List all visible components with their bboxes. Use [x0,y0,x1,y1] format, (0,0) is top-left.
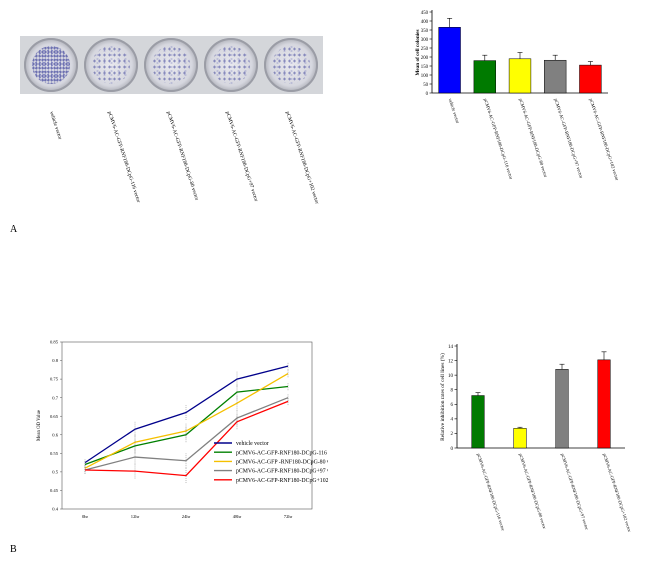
series-line [84,365,289,464]
x-category-label: pCMV6-AC-GFP-RNF180-DCpG+102 vector [602,453,632,533]
y-tick-label: 0.7 [52,395,58,400]
legend-label: pCMV6-AC-GFP-RNF180-DCpG-116 vector [236,450,328,456]
panel-label-a: A [10,224,18,235]
bar [544,59,567,94]
y-tick-label: 0.75 [50,377,59,382]
colony-photo-label: pCMV6-AC-GFP-RNF180-DCpG-116 vector [106,111,141,204]
bar [438,27,461,94]
colony-dish [204,38,258,92]
x-category-label: pCMV6-AC-GFP-RNF180-DCpG-80 vector [518,98,548,179]
y-tick-label: 300 [421,38,429,43]
legend-label: pCMV6-AC-GFP-RNF180-DCpG+102 vector [236,478,328,484]
bar [597,359,611,449]
y-tick-label: 4 [451,418,454,423]
y-tick-label: 14 [448,345,454,350]
x-tick-label: 12hr [131,514,140,519]
y-tick-label: 150 [421,65,429,70]
bar [473,60,496,94]
y-tick-label: 6 [451,403,454,408]
bar [579,64,602,94]
y-tick-label: 8 [451,389,454,394]
x-category-label: pCMV6-AC-GFP-RNF180-DCpG-116 vector [483,98,514,181]
y-tick-label: 0.8 [52,358,58,363]
y-tick-label: 100 [421,74,429,79]
y-axis-title: Mean OD Value [37,410,42,441]
legend-label: vehicle vector [236,441,269,447]
bar [508,58,532,94]
y-tick-label: 0.5 [52,469,58,474]
colony-dish [144,38,198,92]
y-tick-label: 0 [451,447,454,452]
y-tick-label: 0.65 [50,414,59,419]
panel-label-b: B [10,544,17,555]
series-line [84,397,289,471]
y-tick-label: 350 [421,29,429,34]
series-line [84,372,289,469]
x-category-label: pCMV6-AC-GFP-RNF180-DCpG+97 vector [560,453,590,531]
colony-dish [24,38,78,92]
y-tick-label: 0.55 [50,451,59,456]
y-tick-label: 0.4 [52,507,58,512]
y-tick-label: 2 [451,432,454,437]
colony-photo-label: pCMV6-AC-GFP-RNF180-DCpG+102 vector [284,111,320,205]
x-category-label: pCMV6-AC-GFP-RNF180-DCpG+102 vector [588,98,619,182]
y-tick-label: 450 [421,11,429,16]
x-category-label: pCMV6-AC-GFP-RNF180-DCpG-80 vector [518,453,547,530]
plot-frame [61,341,313,510]
x-tick-label: 24hr [182,514,191,519]
y-tick-label: 12 [448,359,454,364]
y-tick-label: 50 [423,83,428,88]
colony-dish [84,38,138,92]
x-category-label: vehicle vector [448,98,461,125]
colony-photo-label: pCMV6-AC-GFP-RNF180-DCpG+97 vector [224,111,259,203]
colony-photo-label: vehicle vector [48,111,63,141]
colony-photo-strip [20,36,323,94]
y-tick-label: 0 [426,92,429,97]
colony-photo-label: pCMV6-AC-GFP-RNF180-DCpG-80 vector [165,111,200,202]
bar [471,395,485,449]
legend-label: pCMV6-AC-GFP -RNF180-DCpG-80 vector [236,460,328,466]
y-tick-label: 0.85 [50,340,59,345]
y-tick-label: 400 [421,20,429,25]
legend-label: pCMV6-AC-GFP-RNF180-DCpG+97 vector [236,469,328,475]
od-line-chart: 0.4 0.45 0.5 0.55 0.6 0.65 0.7 0.75 0.8 0.85 0hr 12… [37,340,328,519]
colonies-bar-chart: 0 50 100 150 200 250 300 350 400 450 vehicle vecto… [415,10,620,182]
inhibition-bar-chart: 0 2 4 6 8 10 12 14 pCMV6-AC-GFP-RNF180-DCpG-116 … [439,344,632,533]
x-tick-label: 0hr [82,514,89,519]
y-tick-label: 0.45 [50,488,59,493]
y-tick-label: 0.6 [52,432,58,437]
bar [513,428,527,449]
colony-dish [264,38,318,92]
bar [555,369,569,449]
y-tick-label: 10 [448,374,454,379]
y-axis-title: Mean of cell colonies [415,30,421,76]
y-axis-title: Relative inhibition rates of cell lines … [439,353,446,441]
x-tick-label: 72hr [284,514,293,519]
series-line [84,400,289,477]
y-tick-label: 250 [421,47,429,52]
x-tick-label: 48hr [233,514,242,519]
x-category-label: pCMV6-AC-GFP-RNF180-DCpG+97 vector [553,98,584,180]
series-line [84,385,289,466]
x-category-label: pCMV6-AC-GFP-RNF180-DCpG-116 vector [476,453,506,532]
y-tick-label: 200 [421,56,429,61]
